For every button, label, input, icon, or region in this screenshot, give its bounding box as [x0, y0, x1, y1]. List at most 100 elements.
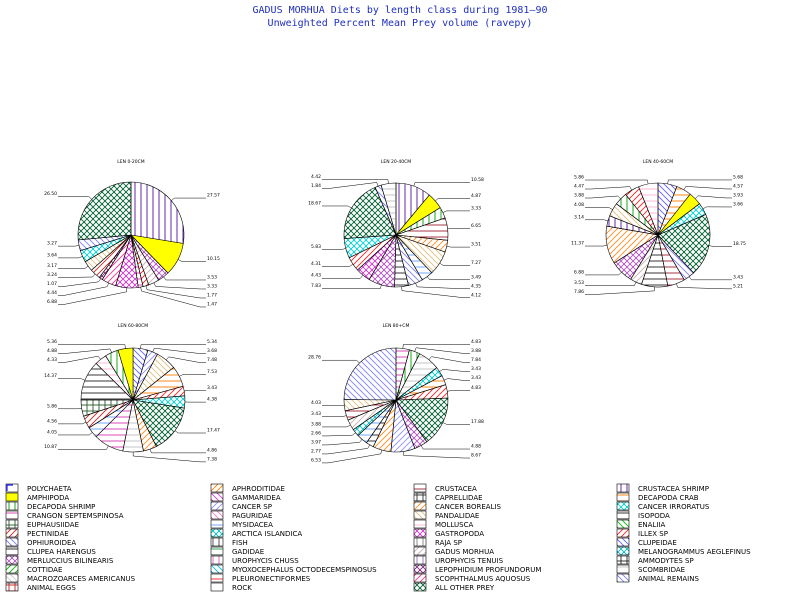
legend-swatch [210, 528, 224, 538]
data-label: 3.43 [311, 411, 321, 417]
legend-label: PLEURONECTIFORMES [232, 575, 311, 583]
leader-line [58, 278, 101, 287]
legend-label: AMPHIPODA [27, 494, 69, 502]
leader-line [58, 355, 101, 363]
legend-label: CRUSTACEA [435, 485, 477, 493]
legend-swatch [210, 510, 224, 520]
data-label: 3.43 [207, 385, 217, 391]
leader-line [402, 451, 470, 459]
data-label: 4.56 [47, 418, 57, 424]
legend-swatch [5, 528, 19, 538]
legend-swatch [616, 492, 630, 502]
leader-line [322, 439, 363, 446]
legend-label: CANCER BOREALIS [435, 503, 502, 511]
leader-line [683, 186, 732, 190]
data-label: 3.64 [47, 252, 57, 258]
legend-item-rock: ROCK [210, 582, 252, 592]
data-label: 4.35 [471, 283, 481, 289]
leader-line [435, 198, 470, 202]
legend-label: APHRODITIDAE [232, 485, 285, 493]
data-label: 3.51 [471, 242, 481, 248]
pie-title: LEN 60-80CM [118, 323, 148, 329]
leader-line [145, 285, 206, 299]
data-label: 5.83 [311, 244, 321, 250]
data-label: 5.21 [733, 283, 743, 289]
data-label: 3.33 [207, 283, 217, 289]
legend-label: CRANGON SEPTEMSPINOSA [27, 512, 124, 520]
pie-title: LEN 80+CM [383, 323, 410, 329]
data-label: 4.47 [574, 184, 584, 190]
leader-line [58, 282, 109, 296]
leader-line [585, 179, 649, 184]
legend-label: POLYCHAETA [27, 485, 72, 493]
leader-line [322, 263, 354, 267]
legend-swatch [5, 537, 19, 547]
pie-slice-crustacea-shrimp [130, 181, 185, 244]
legend-swatch [5, 519, 19, 529]
leader-line [149, 449, 206, 454]
legend-item-decapoda-crab: DECAPODA CRAB [616, 492, 699, 502]
legend-swatch [616, 555, 630, 565]
data-label: 10.87 [44, 444, 57, 450]
legend-label: MYSIDACEA [232, 521, 273, 529]
leader-line [322, 284, 382, 289]
data-label: 3.33 [471, 205, 481, 211]
data-label: 4.44 [47, 290, 57, 296]
legend-item-mysidacea: MYSIDACEA [210, 519, 273, 529]
legend-item-mollusca: MOLLUSCA [413, 519, 473, 529]
leader-line [177, 259, 206, 262]
data-label: 3.53 [574, 280, 584, 286]
legend-swatch [616, 483, 630, 493]
legend-swatch [413, 501, 427, 511]
legend-swatch [616, 501, 630, 511]
legend-item-clupeidae: CLUPEIDAE [616, 537, 677, 547]
legend-swatch [5, 555, 19, 565]
leader-line [184, 390, 206, 392]
legend-item-pectinidae: PECTINIDAE [5, 528, 69, 538]
data-label: 4.86 [207, 447, 217, 453]
data-label: 5.36 [47, 339, 57, 345]
data-label: 4.43 [311, 273, 321, 279]
legend-label: ISOPODA [638, 512, 670, 520]
legend-label: GADIDAE [232, 548, 264, 556]
chart-title: GADUS MORHUA Diets by length class durin… [252, 5, 548, 16]
legend-item-caprellidae: CAPRELLIDAE [413, 492, 483, 502]
leader-line [58, 445, 109, 450]
legend-item-cancer-irroratus: CANCER IRRORATUS [616, 501, 710, 511]
data-label: 3.43 [733, 274, 743, 280]
data-label: 8.67 [471, 453, 481, 459]
legend-item-animal-remains: ANIMAL REMAINS [616, 573, 699, 583]
legend-swatch [413, 573, 427, 583]
leader-line [585, 281, 637, 286]
data-label: 10.15 [207, 256, 220, 262]
leader-line [58, 256, 83, 259]
pie-chart-len-40-60cm: LEN 40-60CM 5.68 4.57 3.93 3.66 18.75 3.43 5.21… [571, 159, 746, 295]
leader-line [132, 451, 206, 463]
leader-line [152, 347, 206, 354]
leader-line [688, 276, 732, 281]
data-label: 27.57 [207, 193, 220, 199]
data-label: 1.07 [47, 281, 57, 287]
leader-line [413, 182, 470, 187]
legend-item-cottidae: COTTIDAE [5, 564, 62, 574]
data-label: 3.17 [47, 263, 57, 269]
data-label: 3.97 [311, 439, 321, 445]
pie-chart-len-80-cm: LEN 80+CM 4.83 3.88 7.84 3.43 3.43 4.83 17.88 4.… [308, 323, 484, 463]
legend-swatch [413, 546, 427, 556]
legend-swatch [616, 573, 630, 583]
legend-swatch [413, 564, 427, 574]
leader-line [695, 195, 732, 199]
data-label: 7.38 [207, 456, 217, 462]
leader-line [58, 287, 128, 305]
legend-item-illex-sp: ILLEX SP [616, 528, 668, 538]
data-label: 3.24 [47, 272, 57, 278]
legend-label: CLUPEA HARENGUS [27, 548, 96, 556]
leader-line [58, 196, 92, 200]
legend-swatch [210, 519, 224, 529]
legend-label: ANIMAL REMAINS [638, 575, 699, 583]
leader-line [163, 276, 206, 281]
legend-swatch [413, 519, 427, 529]
data-label: 6.88 [574, 269, 584, 275]
data-label: 18.75 [733, 241, 746, 247]
legend-label: PANDALIDAE [435, 512, 479, 520]
